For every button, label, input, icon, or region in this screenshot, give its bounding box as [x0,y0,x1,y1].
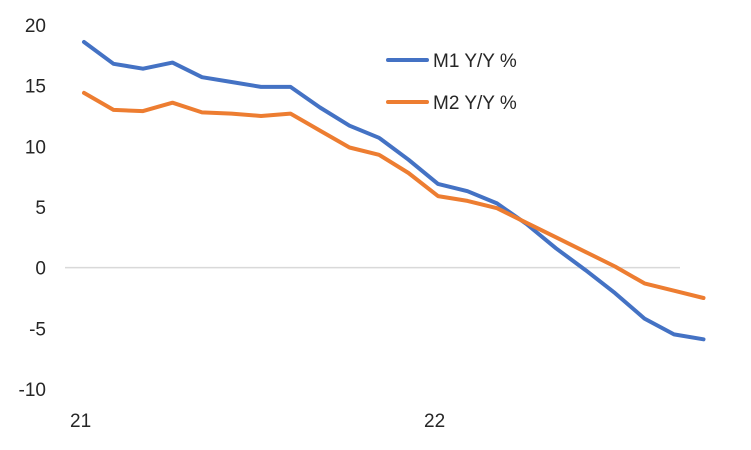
y-axis-tick-labels: 20 15 10 5 0 -5 -10 [19,16,46,401]
y-tick-label: 5 [35,198,46,219]
legend: M1 Y/Y % M2 Y/Y % [386,51,517,114]
series-line-m2 [82,90,706,300]
y-tick-label: 15 [25,77,46,98]
y-tick-label: 10 [25,137,46,158]
y-tick-label: 20 [25,16,46,37]
legend-label-m1: M1 Y/Y % [433,51,517,72]
y-tick-label: -5 [29,319,46,340]
series-line-m1 [82,40,706,342]
x-tick-label: 21 [70,411,91,432]
legend-label-m2: M2 Y/Y % [433,93,517,114]
y-tick-label: -10 [19,380,46,401]
x-tick-label: 22 [424,411,445,432]
x-axis-tick-labels: 21 22 [70,411,445,432]
y-tick-label: 0 [35,259,46,280]
series-lines [82,40,706,342]
